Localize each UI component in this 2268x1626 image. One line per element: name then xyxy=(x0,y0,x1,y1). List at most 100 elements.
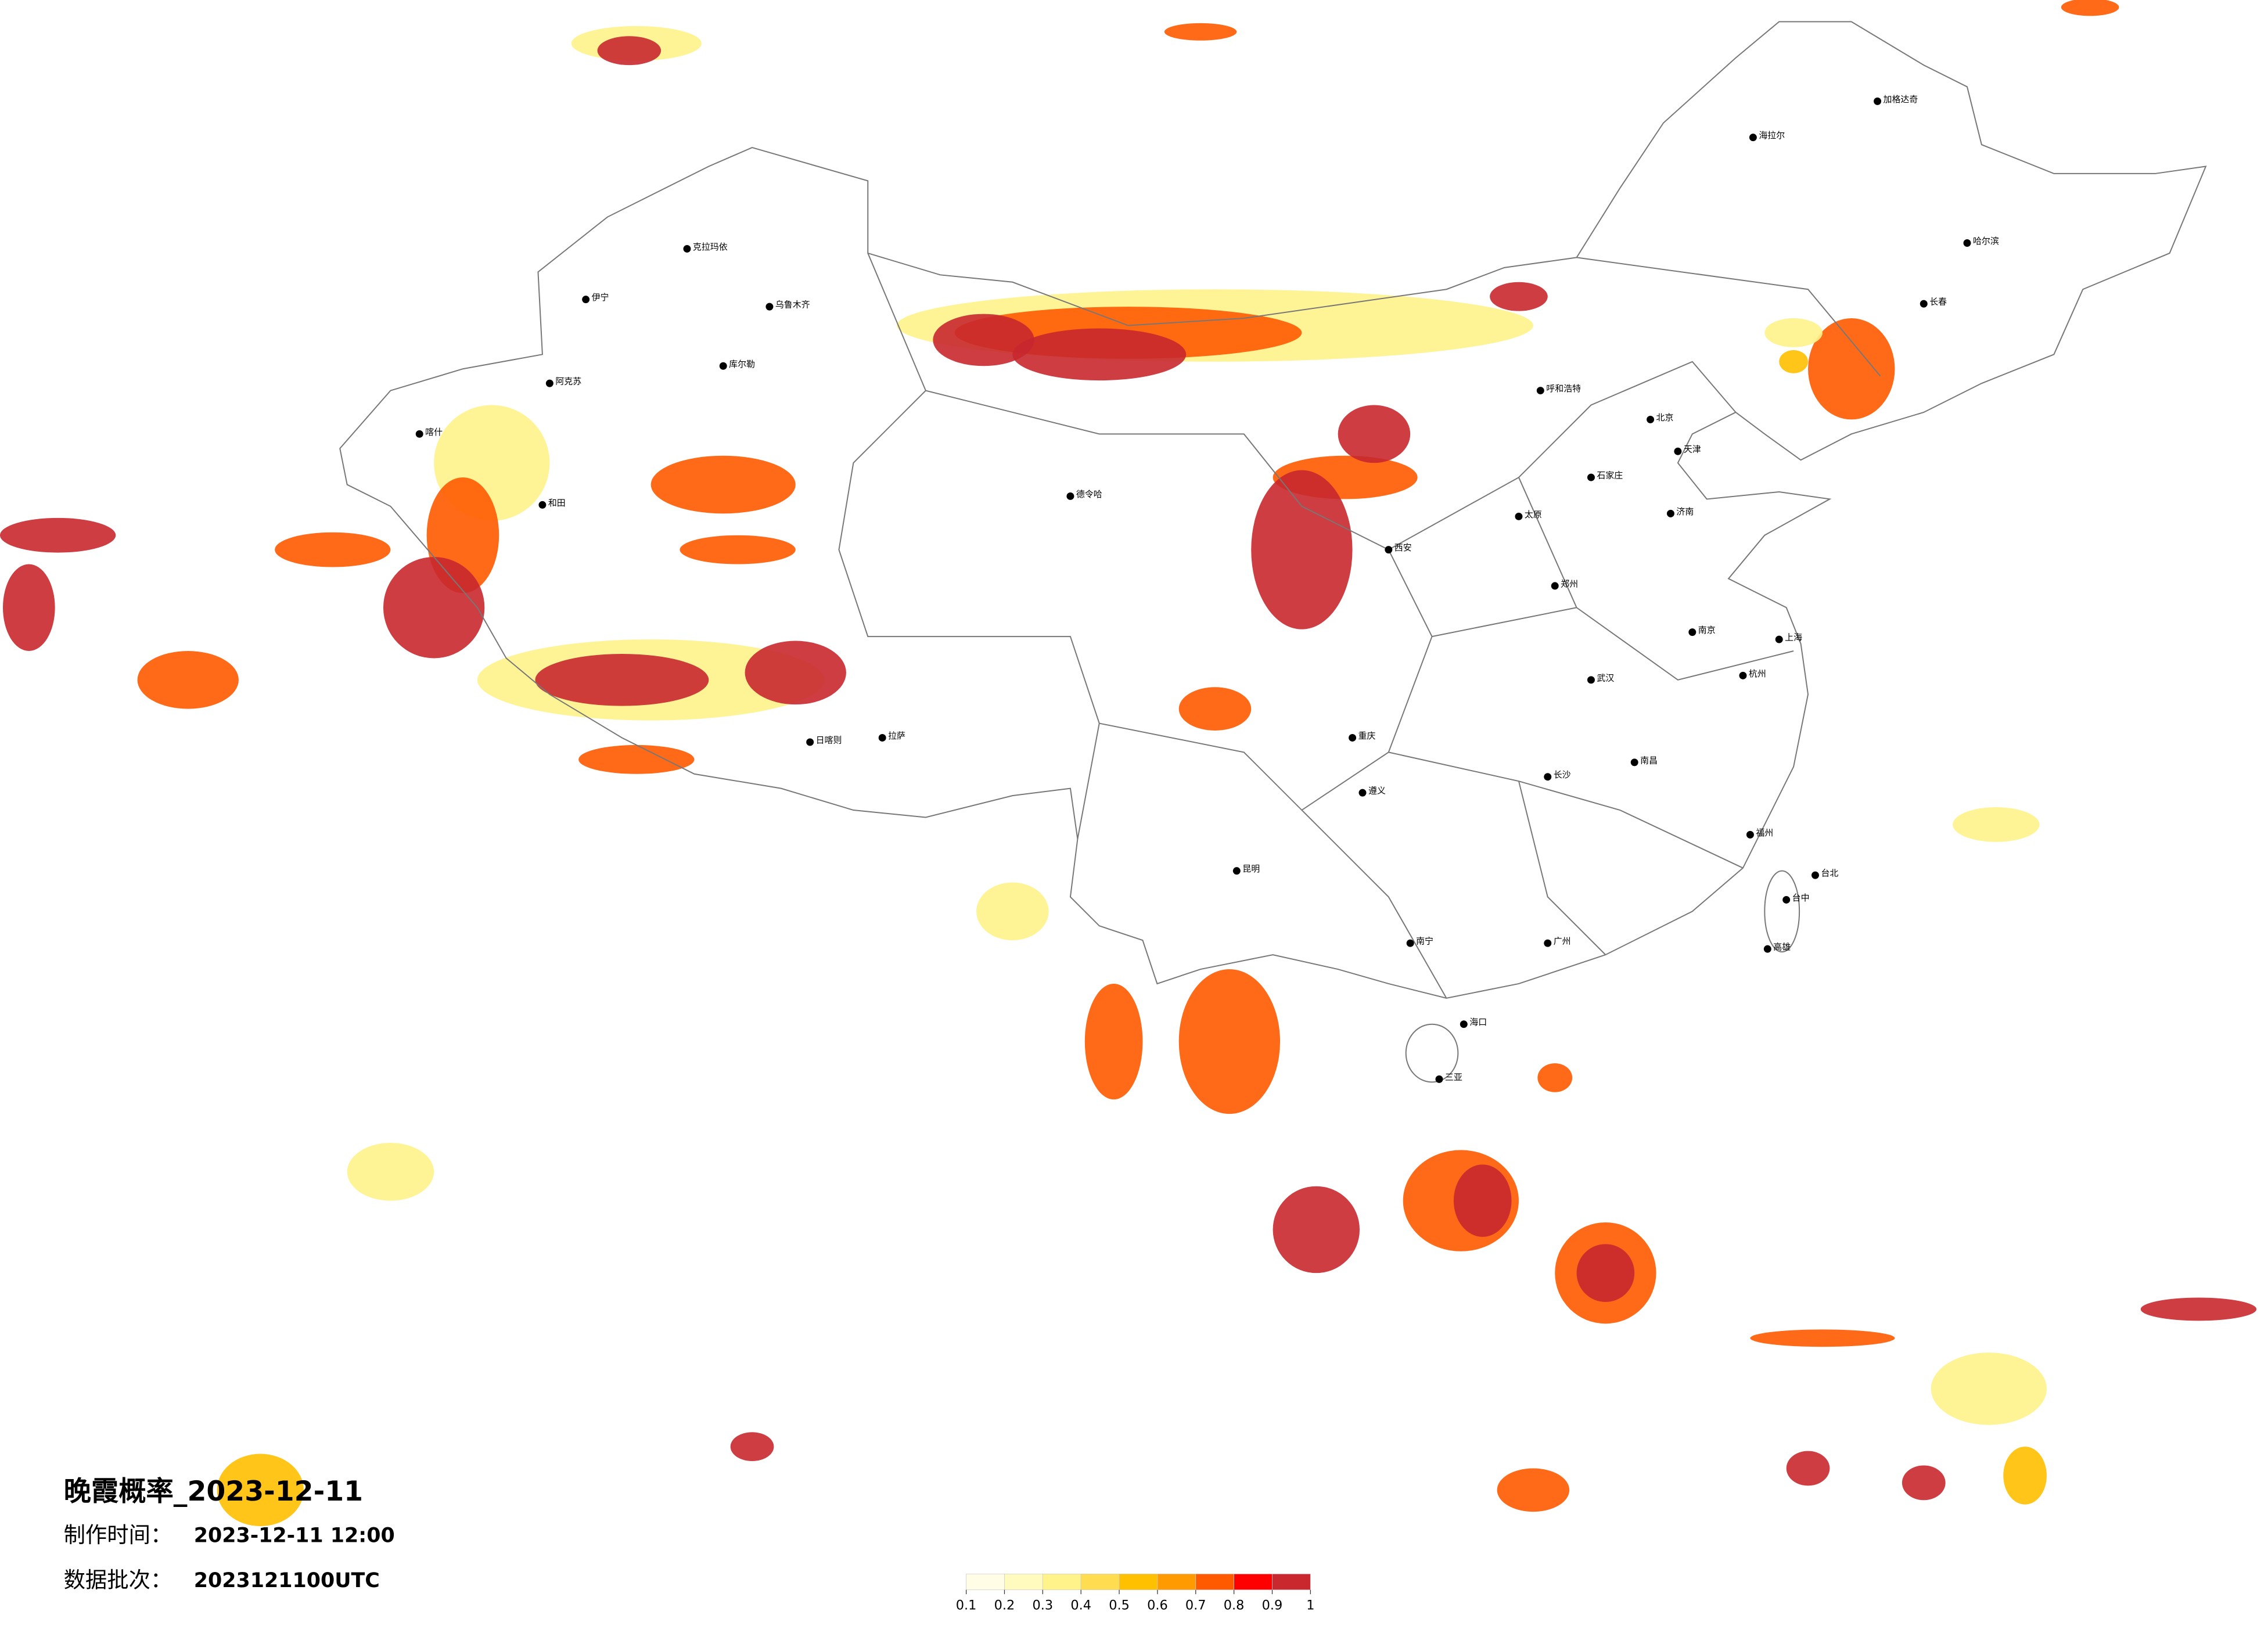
city-dot xyxy=(1811,871,1819,879)
city-label: 武汉 xyxy=(1597,672,1614,683)
legend-tick-label: 0.4 xyxy=(1070,1598,1091,1613)
city-label: 广州 xyxy=(1554,936,1571,947)
probability-area xyxy=(1178,969,1281,1114)
probability-area xyxy=(1764,318,1823,347)
probability-area xyxy=(2140,1297,2257,1321)
legend-tick-label: 0.7 xyxy=(1185,1598,1206,1613)
city-dot xyxy=(1630,758,1638,767)
probability-area xyxy=(745,641,846,705)
city-label: 郑州 xyxy=(1561,578,1578,589)
city-dot xyxy=(1544,939,1552,947)
probability-area xyxy=(680,535,796,564)
city-label: 昆明 xyxy=(1242,864,1260,874)
city-dot xyxy=(1746,830,1754,839)
city-dot xyxy=(1666,509,1674,517)
probability-area xyxy=(1902,1465,1946,1501)
city-dot xyxy=(1551,582,1559,590)
probability-area xyxy=(1338,405,1411,463)
city-label: 克拉玛依 xyxy=(693,242,728,252)
city-label: 高雄 xyxy=(1773,942,1791,952)
city-dot xyxy=(1963,239,1971,247)
city-dot xyxy=(1647,415,1655,423)
probability-area xyxy=(578,744,695,774)
city-dot xyxy=(1536,387,1544,395)
city-label: 重庆 xyxy=(1358,731,1376,741)
probability-area xyxy=(1497,1468,1570,1512)
probability-area xyxy=(2003,1447,2047,1505)
city-label: 海口 xyxy=(1469,1017,1487,1027)
legend: 0.1 0.2 0.3 0.4 0.5 0.6 0.7 0.8 0.9 1 xyxy=(956,1573,1314,1613)
city-label: 台中 xyxy=(1792,893,1810,903)
city-label: 长春 xyxy=(1929,297,1947,307)
city-label: 长沙 xyxy=(1554,769,1571,780)
probability-area xyxy=(137,650,239,709)
city-label: 北京 xyxy=(1656,412,1674,423)
probability-area xyxy=(383,557,485,659)
city-label: 和田 xyxy=(548,498,566,508)
city-dot xyxy=(1358,789,1367,797)
city-label: 阿克苏 xyxy=(555,376,581,387)
probability-layer xyxy=(0,0,2257,1527)
city-label: 台北 xyxy=(1821,868,1838,879)
probability-area xyxy=(1750,1329,1895,1347)
city-dot xyxy=(1749,134,1757,142)
city-dot xyxy=(1775,635,1783,643)
probability-area xyxy=(1084,983,1143,1100)
city-dot xyxy=(765,303,774,311)
probability-area xyxy=(730,1432,774,1462)
probability-area xyxy=(347,1142,434,1201)
city-label: 伊宁 xyxy=(592,292,609,303)
city-dot xyxy=(538,501,547,509)
city-label: 德令哈 xyxy=(1076,489,1102,499)
legend-tick-label: 0.5 xyxy=(1109,1598,1130,1613)
city-label: 南宁 xyxy=(1416,936,1433,947)
probability-area xyxy=(1808,318,1895,420)
probability-area xyxy=(1786,1451,1830,1486)
city-label: 南昌 xyxy=(1640,755,1658,765)
city-dot xyxy=(1385,546,1393,554)
city-label: 库尔勒 xyxy=(729,359,755,369)
city-dot xyxy=(1763,945,1771,953)
legend-tick-label: 0.6 xyxy=(1147,1598,1168,1613)
probability-area xyxy=(1453,1164,1512,1237)
city-dot xyxy=(545,379,553,387)
city-dot xyxy=(1460,1020,1468,1028)
probability-area xyxy=(1012,328,1187,381)
info-value: 2023-12-11 12:00 xyxy=(194,1524,395,1548)
probability-area xyxy=(217,1454,304,1527)
legend-swatch xyxy=(1119,1573,1158,1591)
legend-swatch xyxy=(1080,1573,1120,1591)
probability-area xyxy=(1779,350,1809,373)
city-dot xyxy=(1688,628,1696,636)
city-label: 乌鲁木齐 xyxy=(775,300,810,310)
taiwan-outline xyxy=(1764,870,1800,953)
probability-area xyxy=(1931,1352,2047,1425)
legend-tick-label: 0.3 xyxy=(1033,1598,1054,1613)
probability-area xyxy=(1953,807,2040,842)
city-label: 西安 xyxy=(1394,542,1412,553)
city-dot xyxy=(878,733,886,742)
city-label: 喀什 xyxy=(425,427,443,437)
legend-swatch xyxy=(1234,1573,1273,1591)
city-dot xyxy=(582,296,590,304)
probability-area xyxy=(1164,23,1237,41)
city-dot xyxy=(1349,733,1357,742)
map-title: 晚霞概率_2023-12-11 xyxy=(64,1476,363,1508)
city-label: 三亚 xyxy=(1445,1072,1462,1082)
city-dot xyxy=(1782,895,1791,904)
city-label: 遵义 xyxy=(1368,786,1386,796)
probability-area xyxy=(535,653,709,706)
city-label: 天津 xyxy=(1684,444,1701,455)
border xyxy=(339,21,2207,1083)
city-dot xyxy=(1066,492,1074,500)
city-label: 拉萨 xyxy=(888,731,905,741)
legend-swatch xyxy=(1004,1573,1043,1591)
city-dot xyxy=(1739,671,1747,679)
probability-area xyxy=(1178,687,1252,731)
probability-area xyxy=(1537,1063,1573,1092)
city-dot xyxy=(1406,939,1414,947)
